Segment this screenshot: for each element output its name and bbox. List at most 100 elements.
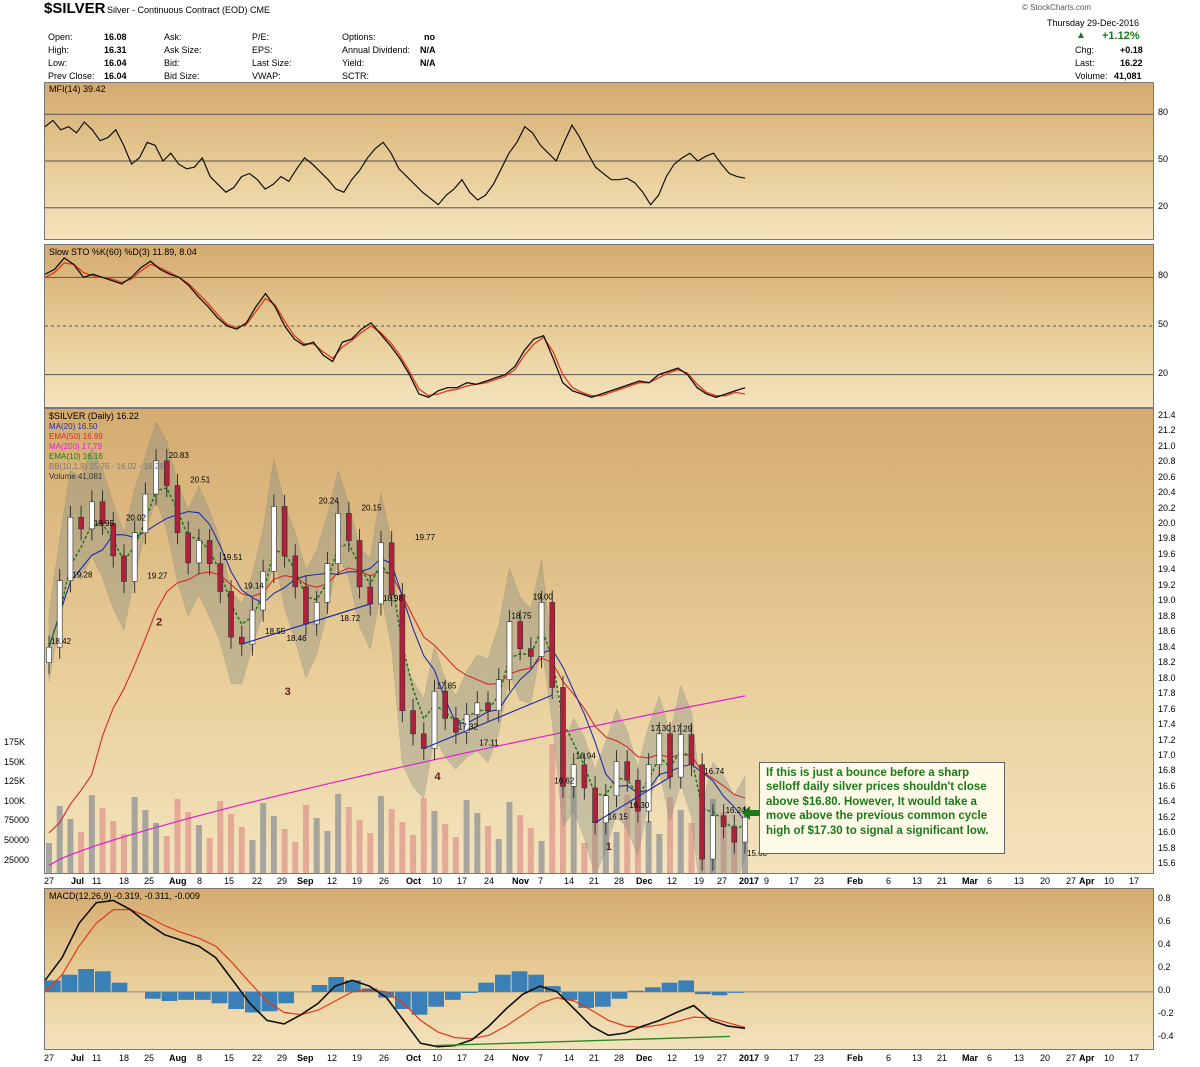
x-tick-label: 22 bbox=[252, 876, 263, 886]
y-tick-label: 19.8 bbox=[1158, 533, 1176, 544]
candle-body bbox=[656, 733, 663, 766]
candle-body bbox=[677, 734, 684, 778]
macd-histogram-bar bbox=[511, 971, 528, 992]
volume-bar bbox=[688, 823, 695, 873]
y-tick-label: 50 bbox=[1158, 154, 1169, 164]
mfi-chart bbox=[45, 113, 1153, 209]
y-tick-label: 20.0 bbox=[1158, 518, 1176, 528]
x-tick-label: Aug bbox=[169, 876, 187, 886]
volume-bar bbox=[217, 801, 224, 873]
x-tick-label: 10 bbox=[1104, 1053, 1115, 1063]
x-tick-label: 17 bbox=[457, 876, 468, 886]
volume-bar bbox=[335, 794, 342, 873]
price-label: 18.98 bbox=[383, 594, 404, 603]
mfi-line bbox=[45, 119, 746, 206]
field-label: Last Size: bbox=[252, 58, 292, 68]
volume-bar bbox=[463, 800, 470, 873]
field-label: VWAP: bbox=[252, 71, 281, 81]
y-tick-label: 17.8 bbox=[1158, 688, 1176, 699]
candle-body bbox=[324, 563, 331, 603]
volume-bar bbox=[410, 835, 417, 873]
x-tick-label: 23 bbox=[814, 876, 825, 886]
macd-histogram-bar bbox=[111, 982, 128, 992]
macd-histogram-bar bbox=[561, 991, 578, 1000]
macd-histogram-bar bbox=[95, 971, 111, 992]
y-tick-label: 20.4 bbox=[1158, 487, 1176, 498]
candle-body bbox=[185, 532, 191, 564]
price-label: 16.62 bbox=[554, 776, 575, 785]
x-tick-label: 22 bbox=[252, 1053, 263, 1063]
volume-bar bbox=[645, 821, 652, 873]
x-tick-label: 12 bbox=[327, 876, 338, 886]
symbol: $SILVER bbox=[44, 0, 106, 17]
sto-title: Slow STO %K(60) %D(3) 11.89, 8.04 bbox=[49, 247, 197, 257]
y-tick-label: 21.4 bbox=[1158, 409, 1176, 420]
candle-body bbox=[720, 815, 727, 827]
field-label: Annual Dividend: bbox=[342, 45, 411, 55]
macd-histogram-bar bbox=[161, 991, 178, 1001]
legend-ema10: EMA(10) 16.16 bbox=[49, 452, 103, 461]
macd-histogram-bar bbox=[661, 982, 678, 992]
candle-body bbox=[292, 555, 299, 588]
volume-bar bbox=[313, 818, 320, 873]
price-label: 19.14 bbox=[244, 582, 265, 591]
price-label: 19.28 bbox=[72, 571, 93, 580]
x-tick-label: 18 bbox=[119, 876, 130, 886]
macd-histogram-bar bbox=[445, 991, 461, 1000]
field-value: no bbox=[424, 32, 435, 42]
x-tick-label: 20 bbox=[1040, 1053, 1051, 1063]
x-tick-label: 27 bbox=[717, 876, 728, 886]
volume-bar bbox=[67, 819, 74, 873]
macd-histogram-bar bbox=[45, 980, 61, 992]
field-label: Ask Size: bbox=[164, 45, 202, 55]
trendline bbox=[423, 694, 553, 750]
x-tick-label: 17 bbox=[789, 1053, 800, 1063]
x-tick-label: Nov bbox=[512, 1053, 530, 1063]
change-percent: +1.12% bbox=[1102, 30, 1140, 42]
y-tick-label: 19.6 bbox=[1158, 548, 1176, 559]
y-tick-label: 16.4 bbox=[1158, 796, 1176, 807]
volume-bar bbox=[46, 843, 52, 873]
x-tick-label: 23 bbox=[814, 1053, 825, 1063]
candle-body bbox=[570, 764, 577, 787]
candle-body bbox=[410, 710, 416, 735]
y-tick-label: 19.0 bbox=[1158, 595, 1176, 606]
macd-histogram-bar bbox=[461, 991, 478, 993]
volume-bar bbox=[720, 812, 727, 873]
volume-bar bbox=[399, 822, 406, 873]
x-tick-label: 21 bbox=[589, 876, 600, 886]
macd-histogram-bar bbox=[261, 991, 278, 1012]
volume-bar bbox=[485, 826, 492, 873]
y-tick-label: 19.2 bbox=[1158, 579, 1176, 590]
exchange: CME bbox=[250, 5, 270, 15]
volume-bar bbox=[281, 829, 288, 873]
field-label: SCTR: bbox=[342, 71, 369, 81]
candle-body bbox=[453, 718, 459, 733]
candle-body bbox=[613, 761, 620, 796]
macd-histogram-bar bbox=[578, 991, 594, 1008]
volume-tick-label: 75000 bbox=[4, 815, 30, 826]
price-label: 17.32 bbox=[458, 722, 479, 731]
candle-body bbox=[388, 542, 395, 595]
field-label: P/E: bbox=[252, 32, 270, 42]
macd-histogram-bar bbox=[495, 974, 511, 992]
candle-body bbox=[356, 540, 363, 588]
volume-bar bbox=[506, 802, 513, 873]
cycle-label: 4 bbox=[434, 771, 441, 783]
macd-line bbox=[45, 899, 746, 1048]
x-tick-label: 17 bbox=[789, 876, 800, 886]
volume-bar bbox=[324, 831, 331, 873]
volume-bar bbox=[388, 809, 395, 873]
price-label: 17.29 bbox=[672, 725, 693, 734]
x-tick-label: 27 bbox=[1066, 876, 1077, 886]
macd-histogram-bar bbox=[695, 991, 711, 995]
x-tick-label: 28 bbox=[614, 1053, 625, 1063]
volume-bar bbox=[538, 841, 545, 873]
macd-histogram-bar bbox=[278, 991, 294, 1004]
volume-bar bbox=[742, 838, 748, 873]
y-tick-label: 17.0 bbox=[1158, 750, 1176, 760]
volume-bar bbox=[185, 812, 192, 873]
y-tick-label: 16.2 bbox=[1158, 811, 1176, 822]
x-tick-label: 6 bbox=[987, 1053, 993, 1063]
y-tick-label: 20.6 bbox=[1158, 471, 1176, 482]
